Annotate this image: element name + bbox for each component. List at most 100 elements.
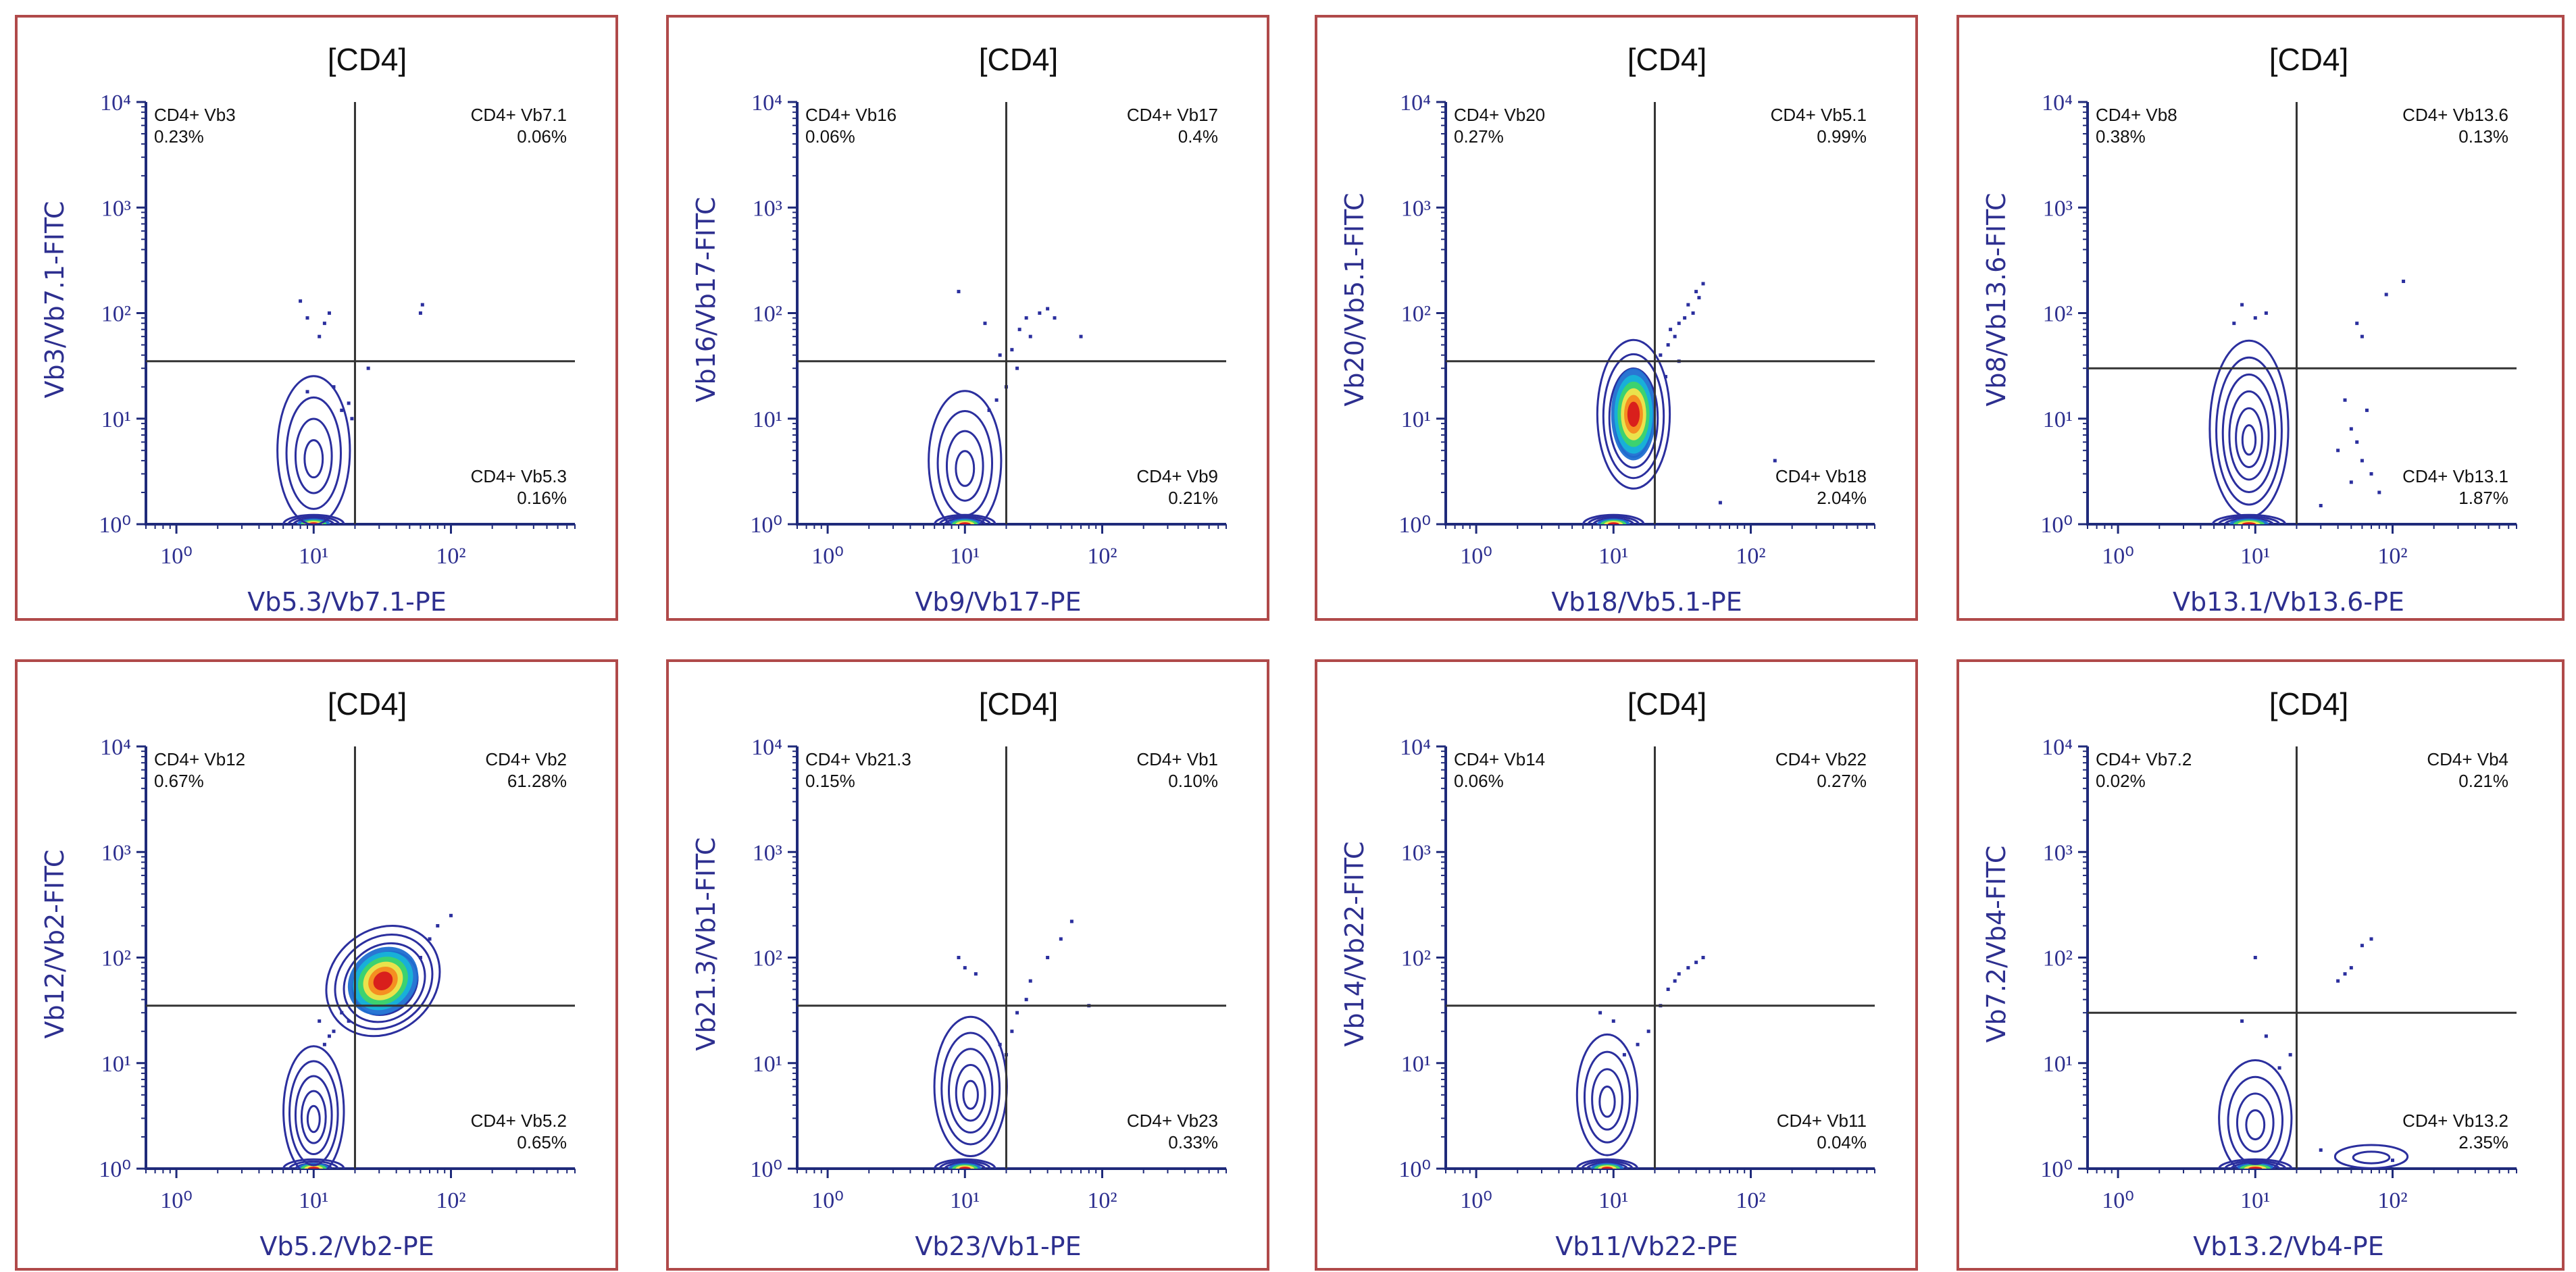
population-contours: [1575, 1158, 1639, 1169]
y-tick-label: 10¹: [101, 1052, 131, 1077]
flow-plot-panel: [CD4] Vb7.2/Vb4-FITC Vb13.2/Vb4-PE 10⁰ 10¹ 10…: [1956, 659, 2565, 1271]
quadrant-ur-label: CD4+ Vb17: [1127, 105, 1218, 125]
x-axis-label: Vb9/Vb17-PE: [915, 587, 1081, 617]
contour-line: [2218, 1059, 2293, 1169]
event-dot: [2277, 1066, 2281, 1070]
event-dot: [1697, 296, 1701, 300]
contour-line: [2352, 1150, 2391, 1165]
x-tick-label: 10²: [2377, 1188, 2407, 1213]
contour-line: [2236, 1092, 2275, 1153]
x-ticks: [145, 1169, 576, 1178]
contour-line: [1586, 1162, 1629, 1169]
event-dot: [2343, 398, 2347, 402]
y-tick-label: 10⁴: [100, 735, 131, 760]
event-dot: [1017, 328, 1021, 332]
scatter-events: [957, 919, 1091, 1057]
event-dot: [1015, 366, 1019, 370]
x-tick-label: 10⁰: [811, 1188, 844, 1213]
flow-plot-panel: [CD4] Vb8/Vb13.6-FITC Vb13.1/Vb13.6-PE 10⁰ 1…: [1956, 15, 2565, 621]
event-dot: [1664, 375, 1668, 379]
quadrant-ur-label: CD4+ Vb1: [1136, 749, 1218, 769]
contour-line: [282, 513, 345, 524]
event-dot: [2355, 322, 2359, 326]
event-dot: [2319, 503, 2323, 507]
quadrant-ur-percent: 0.21%: [2458, 771, 2508, 791]
contour-line: [2241, 424, 2257, 456]
contour-line: [343, 942, 426, 1023]
contour-line: [955, 450, 976, 487]
contour-line: [1575, 1158, 1639, 1169]
y-axis-label: Vb20/Vb5.1-FITC: [1340, 193, 1369, 406]
event-dot: [2377, 490, 2381, 494]
contour-line: [938, 515, 992, 524]
y-tick-label: 10³: [753, 196, 782, 221]
contour-line: [1582, 513, 1645, 524]
plot-area: [282, 913, 453, 1169]
x-tick-label: 10¹: [2240, 1188, 2270, 1213]
event-dot: [2253, 316, 2257, 320]
quadrant-ul-label: CD4+ Vb7.2: [2096, 749, 2192, 769]
quadrant-ur-percent: 0.13%: [2458, 126, 2508, 147]
event-dot: [1024, 998, 1028, 1002]
y-tick-label: 10³: [1401, 840, 1431, 865]
event-dot: [1694, 961, 1698, 965]
contour-line: [1598, 1085, 1616, 1118]
quadrant-ul-label: CD4+ Vb12: [154, 749, 245, 769]
event-dot: [987, 408, 991, 412]
contour-line: [2230, 1162, 2281, 1169]
density-fill: [1627, 401, 1640, 427]
y-tick-label: 10²: [753, 946, 782, 971]
event-dot: [327, 311, 331, 315]
flow-plot-svg: [CD4] Vb16/Vb17-FITC Vb9/Vb17-PE 10⁰ 10¹ 10² 1…: [691, 42, 1227, 617]
event-dot: [1079, 334, 1083, 338]
quadrant-lr-label: CD4+ Vb11: [1777, 1111, 1867, 1131]
plot-area: [276, 299, 424, 524]
event-dot: [1691, 311, 1695, 315]
y-tick-label: 10⁰: [99, 1157, 131, 1182]
contour-line: [282, 1045, 345, 1169]
quadrant-ur-label: CD4+ Vb5.1: [1771, 105, 1867, 125]
axes: [145, 102, 575, 526]
plot-area: [2218, 937, 2409, 1169]
y-tick-label: 10⁴: [1400, 735, 1431, 760]
quadrant-ur-label: CD4+ Vb22: [1775, 749, 1867, 769]
contour-line: [962, 1079, 979, 1110]
quadrant-ul-label: CD4+ Vb20: [1454, 105, 1545, 125]
flow-plot-svg: [CD4] Vb14/Vb22-FITC Vb11/Vb22-PE 10⁰ 10¹ 10²…: [1340, 686, 1875, 1261]
event-dot: [974, 972, 978, 976]
x-axis-label: Vb5.2/Vb2-PE: [259, 1231, 434, 1261]
event-dot: [1659, 353, 1663, 357]
y-tick-label: 10⁰: [2040, 1157, 2073, 1182]
event-dot: [1028, 979, 1032, 983]
axes: [1444, 746, 1875, 1170]
quadrant-ul-percent: 0.15%: [805, 771, 855, 791]
event-dot: [332, 385, 336, 389]
flow-plot-panel: [CD4] Vb16/Vb17-FITC Vb9/Vb17-PE 10⁰ 10¹ 10² 1…: [666, 15, 1269, 621]
plot-title: [CD4]: [1627, 686, 1707, 721]
event-dot: [449, 913, 453, 917]
density-fill: [1607, 522, 1619, 524]
x-tick-label: 10²: [1736, 1188, 1765, 1213]
flow-plot-panel: [CD4] Vb3/Vb7.1-FITC Vb5.3/Vb7.1-PE 10⁰ 10¹ 1…: [15, 15, 618, 621]
axes: [796, 746, 1226, 1170]
event-dot: [963, 966, 967, 970]
event-dot: [1673, 334, 1677, 338]
y-tick-label: 10²: [753, 302, 782, 327]
event-dot: [2349, 427, 2353, 431]
event-dot: [2240, 303, 2244, 307]
scatter-events: [318, 913, 453, 1046]
contour-line: [948, 1048, 994, 1134]
quadrant-ul-percent: 0.06%: [805, 126, 855, 147]
x-tick-label: 10⁰: [160, 544, 193, 569]
event-dot: [299, 299, 303, 303]
contour-line: [2223, 517, 2275, 524]
contour-line: [936, 409, 994, 517]
y-ticks: [2078, 101, 2088, 526]
event-dot: [1010, 1029, 1014, 1034]
density-fill: [959, 522, 971, 524]
event-dot: [1701, 956, 1705, 959]
event-dot: [318, 1019, 322, 1023]
plot-area: [933, 919, 1091, 1169]
contour-line: [285, 396, 343, 510]
quadrant-ul-percent: 0.27%: [1454, 126, 1504, 147]
